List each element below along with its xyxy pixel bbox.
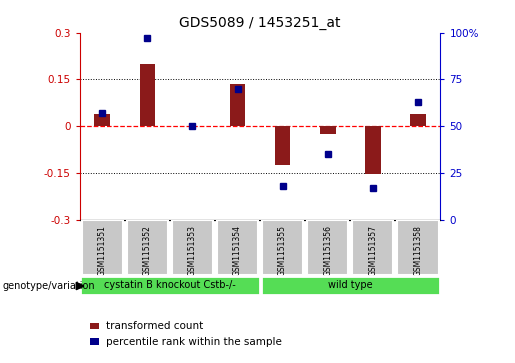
Text: cystatin B knockout Cstb-/-: cystatin B knockout Cstb-/-: [104, 281, 236, 290]
Bar: [397, 220, 438, 275]
Text: GSM1151351: GSM1151351: [98, 225, 107, 276]
Title: GDS5089 / 1453251_at: GDS5089 / 1453251_at: [179, 16, 341, 30]
Polygon shape: [76, 282, 84, 290]
Text: percentile rank within the sample: percentile rank within the sample: [106, 337, 282, 347]
Bar: [262, 220, 303, 275]
Text: genotype/variation: genotype/variation: [3, 281, 95, 291]
Text: GSM1151355: GSM1151355: [278, 225, 287, 276]
Bar: [320, 126, 336, 134]
Bar: [90, 323, 99, 329]
Bar: [274, 126, 290, 165]
Bar: [80, 276, 260, 295]
Text: transformed count: transformed count: [106, 321, 203, 331]
Bar: [261, 276, 440, 295]
Bar: [410, 114, 426, 126]
Bar: [90, 338, 99, 345]
Bar: [230, 84, 246, 126]
Bar: [365, 126, 381, 175]
Text: GSM1151358: GSM1151358: [414, 225, 422, 276]
Bar: [217, 220, 258, 275]
Text: wild type: wild type: [328, 281, 372, 290]
Text: GSM1151356: GSM1151356: [323, 225, 332, 276]
Text: GSM1151352: GSM1151352: [143, 225, 152, 276]
Bar: [127, 220, 168, 275]
Text: GSM1151354: GSM1151354: [233, 225, 242, 276]
Text: GSM1151357: GSM1151357: [368, 225, 377, 276]
Bar: [140, 64, 156, 126]
Bar: [352, 220, 393, 275]
Bar: [171, 220, 213, 275]
Bar: [94, 114, 110, 126]
Bar: [307, 220, 348, 275]
Bar: [81, 220, 123, 275]
Text: GSM1151353: GSM1151353: [188, 225, 197, 276]
